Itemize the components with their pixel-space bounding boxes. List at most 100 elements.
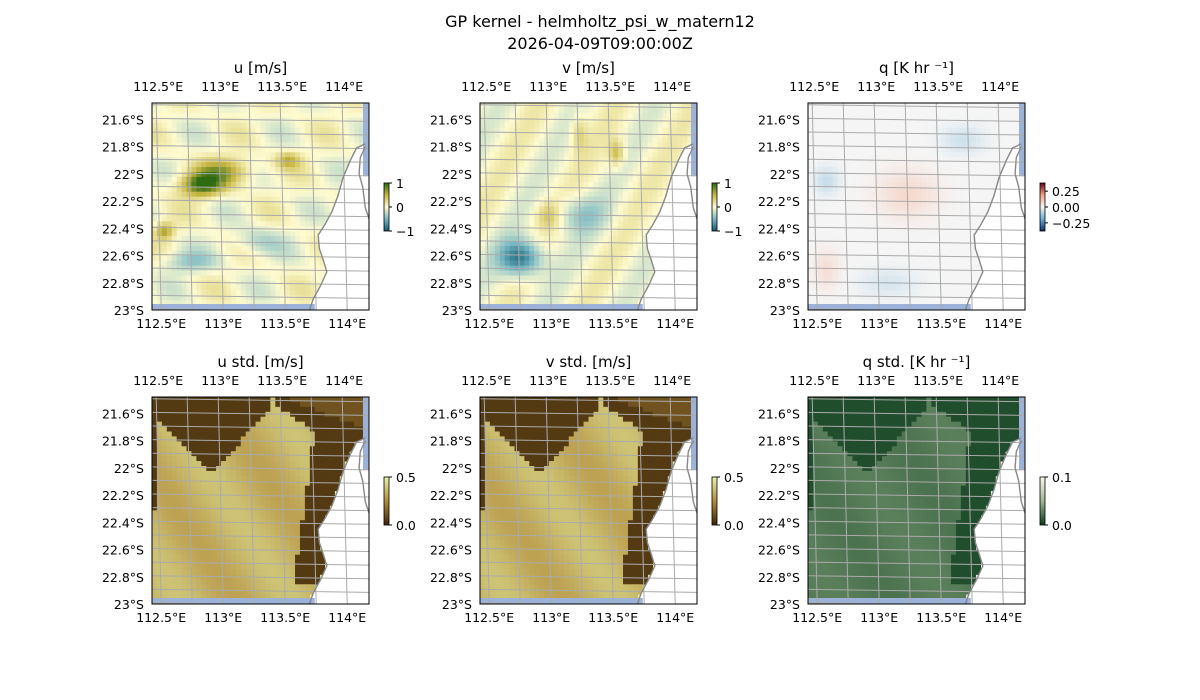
heatmap-cell (544, 186, 550, 193)
heatmap-cell (211, 152, 217, 158)
heatmap-cell (156, 176, 163, 183)
heatmap-cell (657, 201, 663, 207)
heatmap-cell (588, 132, 594, 138)
heatmap-cell (960, 137, 967, 143)
heatmap-cell (235, 231, 242, 237)
heatmap-cell (201, 152, 207, 158)
heatmap-cell (837, 137, 843, 143)
heatmap-cell (852, 112, 858, 119)
heatmap-cell (877, 117, 883, 124)
heatmap-cell (324, 211, 330, 217)
heatmap-cell (951, 285, 957, 291)
heatmap-cell (970, 162, 977, 168)
heatmap-cell (598, 241, 604, 247)
heatmap-cell (161, 221, 168, 227)
heatmap-cell (534, 280, 540, 286)
heatmap-cell (573, 295, 580, 301)
heatmap-cell (329, 191, 335, 198)
heatmap-cell (558, 245, 565, 252)
heatmap-cell (886, 211, 893, 217)
heatmap-cell (926, 255, 932, 262)
heatmap-cell (156, 162, 163, 168)
heatmap-cell (563, 270, 570, 276)
heatmap-cell (603, 186, 609, 193)
heatmap-cell (201, 236, 207, 242)
heatmap-cell (990, 167, 996, 173)
heatmap-cell (677, 152, 683, 158)
heatmap-cell (299, 147, 306, 153)
heatmap-cell (946, 236, 952, 242)
heatmap-cell (514, 270, 520, 276)
heatmap-cell (877, 236, 883, 242)
heatmap-cell (299, 201, 306, 207)
heatmap-cell (265, 300, 271, 306)
heatmap-cell (544, 216, 550, 222)
heatmap-cell (196, 275, 202, 281)
heatmap-cell (921, 221, 927, 227)
heatmap-cell (906, 117, 912, 124)
heatmap-cell (867, 112, 873, 119)
heatmap-cell (480, 152, 486, 158)
heatmap-cell (171, 152, 178, 158)
heatmap-cell (862, 241, 868, 247)
heatmap-cell (931, 181, 937, 188)
heatmap-cell (881, 300, 888, 306)
heatmap-cell (573, 112, 580, 119)
heatmap-cell (544, 206, 550, 212)
heatmap-cell (499, 290, 506, 296)
heatmap-cell (916, 142, 922, 148)
heatmap-cell (499, 191, 506, 198)
heatmap-cell (832, 122, 838, 129)
heatmap-cell (509, 107, 515, 114)
heatmap-cell (955, 241, 962, 247)
heatmap-cell (618, 132, 624, 138)
heatmap-cell (211, 260, 217, 267)
heatmap-cell (642, 147, 649, 153)
heatmap-cell (657, 152, 663, 158)
heatmap-cell (196, 112, 202, 119)
heatmap-cell (299, 270, 306, 276)
heatmap-cell (524, 236, 530, 242)
heatmap-cell (568, 231, 575, 237)
heatmap-cell (514, 216, 520, 222)
heatmap-cell (499, 295, 506, 301)
heatmap-cell (265, 255, 271, 262)
heatmap-cell (334, 167, 340, 173)
heatmap-cell (558, 176, 565, 183)
heatmap-cell (657, 127, 663, 133)
heatmap-cell (230, 142, 237, 148)
heatmap-cell (642, 245, 649, 252)
heatmap-cell (687, 122, 693, 129)
heatmap-cell (225, 260, 232, 267)
heatmap-cell (891, 132, 898, 138)
heatmap-cell (657, 191, 663, 198)
heatmap-cell (250, 167, 256, 173)
heatmap-cell (847, 117, 853, 124)
heatmap-cell (926, 137, 932, 143)
heatmap-cell (309, 176, 316, 183)
heatmap-cell (857, 221, 863, 227)
heatmap-cell (862, 162, 868, 168)
heatmap-cell (623, 275, 629, 281)
heatmap-cell (970, 250, 977, 257)
heatmap-cell (171, 216, 178, 222)
heatmap-cell (886, 122, 893, 129)
heatmap-cell (221, 221, 227, 227)
heatmap-cell (509, 241, 515, 247)
gridline-lat (152, 281, 369, 286)
heatmap-cell (314, 181, 321, 188)
heatmap-cell (867, 216, 873, 222)
heatmap-cell (911, 211, 917, 217)
heatmap-cell (519, 147, 525, 153)
heatmap-cell (191, 172, 197, 178)
heatmap-cell (906, 211, 912, 217)
heatmap-cell (504, 216, 510, 222)
heatmap-cell (270, 241, 276, 247)
heatmap-cell (201, 270, 207, 276)
colorbar-bar (383, 182, 390, 232)
heatmap-cell (627, 245, 634, 252)
heatmap-cell (931, 245, 937, 252)
heatmap-cell (171, 186, 178, 193)
heatmap-cell (152, 295, 158, 301)
heatmap-cell (186, 280, 192, 286)
